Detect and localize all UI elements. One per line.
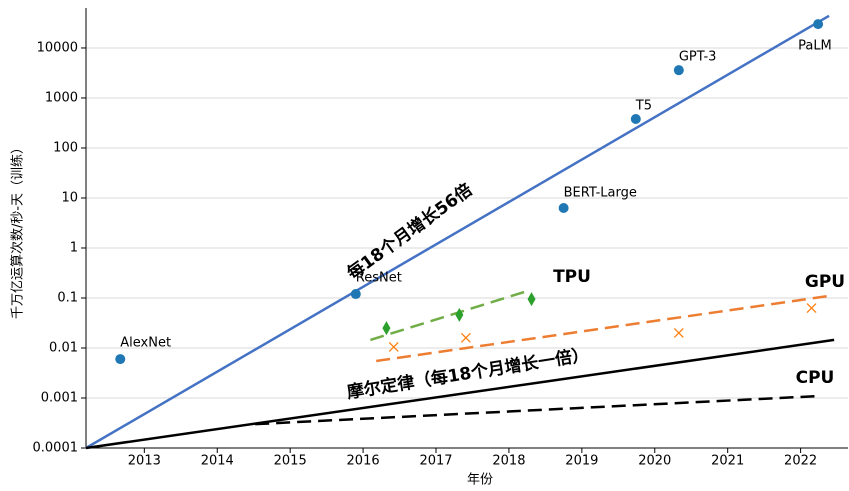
x-tick-label: 2020 [638, 454, 671, 469]
model-label: T5 [635, 98, 652, 113]
trend-line [255, 394, 822, 426]
gpu-point [673, 327, 684, 338]
y-tick-label: 1 [70, 240, 78, 255]
x-tick-label: 2015 [274, 454, 307, 469]
tpu-point [455, 307, 464, 322]
model-label: GPT-3 [679, 50, 717, 65]
x-tick-label: 2014 [201, 454, 234, 469]
model-point [813, 19, 824, 30]
model-label: ResNet [356, 271, 402, 286]
model-label: BERT-Large [564, 186, 637, 201]
model-point [115, 354, 126, 365]
line-label: GPU [805, 272, 845, 292]
line-label: TPU [553, 267, 591, 287]
y-tick-label: 0.01 [49, 340, 78, 355]
y-tick-label: 10000 [37, 40, 78, 55]
x-axis-label: 年份 [467, 473, 493, 488]
model-point [558, 203, 569, 214]
model-point [630, 113, 641, 124]
trend-line [376, 294, 830, 363]
x-tick-label: 2021 [711, 454, 744, 469]
x-tick-label: 2018 [492, 454, 525, 469]
line-label: CPU [796, 368, 835, 388]
x-tick-label: 2016 [347, 454, 380, 469]
y-tick-label: 0.0001 [33, 441, 79, 456]
y-axis-label: 千万亿运算次数/秒-天（训练） [10, 141, 26, 319]
x-tick-label: 2017 [419, 454, 452, 469]
gpu-point [388, 341, 399, 352]
tpu-point [382, 321, 391, 336]
x-tick-label: 2019 [565, 454, 598, 469]
y-tick-label: 0.1 [57, 290, 78, 305]
model-label: PaLM [798, 39, 832, 54]
line-label: 摩尔定律（每18个月增长一倍） [345, 344, 590, 403]
trend-line [370, 288, 532, 342]
y-tick-label: 10 [61, 190, 78, 205]
x-tick-label: 2022 [784, 454, 817, 469]
gpu-point [806, 303, 817, 313]
gpu-point [460, 332, 471, 343]
trend-line [85, 14, 830, 450]
trend-line [85, 338, 835, 450]
y-tick-label: 100 [53, 140, 78, 155]
model-label: AlexNet [120, 336, 171, 351]
x-tick-label: 2013 [128, 454, 161, 469]
tpu-point [527, 292, 536, 307]
y-tick-label: 1000 [45, 90, 78, 105]
y-tick-label: 0.001 [41, 390, 78, 405]
model-point [673, 65, 684, 76]
model-point [350, 289, 361, 300]
